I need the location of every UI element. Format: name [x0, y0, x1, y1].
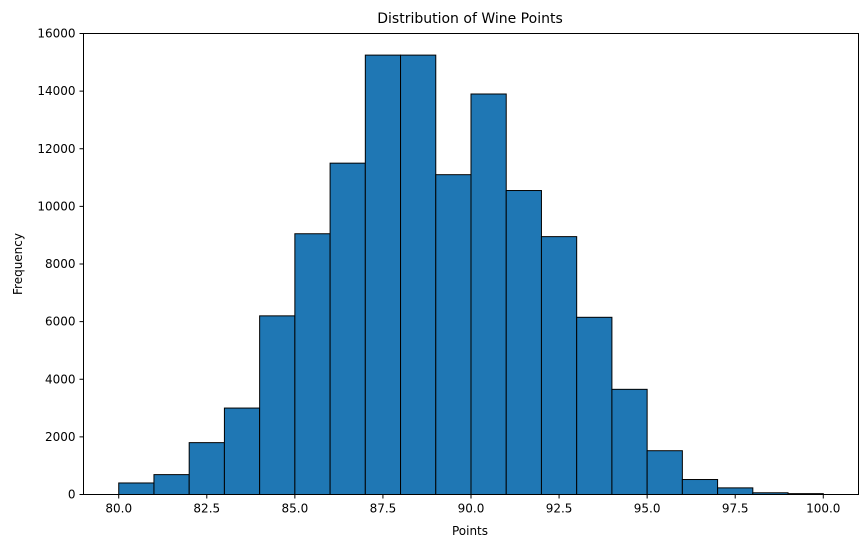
histogram-bar [294, 233, 331, 495]
histogram-bar [470, 93, 507, 495]
x-axis-ticks: 80.0 82.5 85.0 87.5 90.0 92.5 95.0 97.5 100.0 [105, 494, 840, 516]
histogram-bar [223, 407, 261, 495]
histogram-bar [681, 479, 719, 495]
histogram-bar [153, 474, 190, 496]
y-tick-label: 12000 [37, 142, 75, 156]
x-tick-label: 82.5 [193, 502, 220, 516]
plot-frame [83, 33, 859, 495]
x-tick-label: 90.0 [458, 502, 485, 516]
y-tick-label: 4000 [45, 372, 76, 386]
histogram-bar [576, 316, 613, 495]
y-axis-ticks: 0 2000 4000 6000 8000 10000 12000 14000 16000 [37, 27, 84, 502]
x-tick-label: 85.0 [282, 502, 309, 516]
histogram-bar [118, 482, 155, 496]
y-tick-label: 0 [68, 488, 76, 502]
y-axis-title: Frequency [11, 233, 25, 295]
histogram-bar [646, 450, 683, 495]
histogram-bar [717, 487, 754, 496]
histogram-bar [329, 162, 366, 495]
x-tick-label: 97.5 [722, 502, 749, 516]
histogram-bar [188, 442, 225, 496]
y-tick-label: 8000 [45, 257, 76, 271]
bars-group [118, 54, 824, 496]
histogram-bar [540, 236, 578, 496]
histogram-bar [259, 315, 296, 495]
histogram-bar [364, 54, 402, 495]
histogram-bar [435, 174, 472, 495]
y-tick-label: 6000 [45, 315, 76, 329]
x-tick-label: 80.0 [105, 502, 132, 516]
x-tick-label: 100.0 [806, 502, 840, 516]
chart-title: Distribution of Wine Points [377, 11, 563, 27]
x-tick-label: 95.0 [634, 502, 661, 516]
y-tick-label: 10000 [37, 199, 75, 213]
histogram-bar [400, 54, 437, 495]
x-tick-label: 92.5 [546, 502, 573, 516]
histogram-bar [505, 190, 542, 495]
histogram-bar [611, 388, 648, 496]
x-axis-title: Points [452, 524, 488, 538]
x-tick-label: 87.5 [370, 502, 397, 516]
y-tick-label: 2000 [45, 430, 76, 444]
y-tick-label: 14000 [37, 84, 75, 98]
y-tick-label: 16000 [37, 27, 75, 41]
